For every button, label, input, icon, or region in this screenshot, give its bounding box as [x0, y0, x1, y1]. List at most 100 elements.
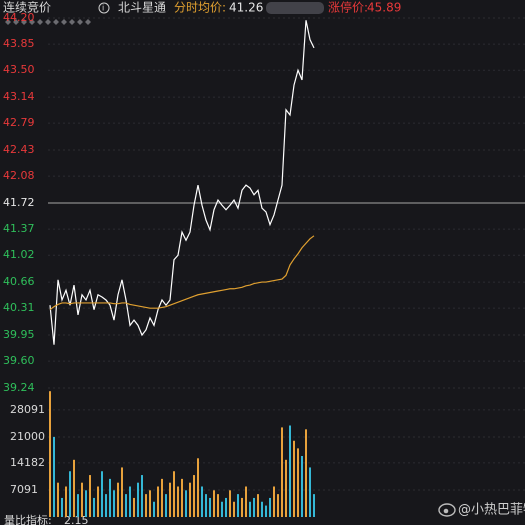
diamond — [21, 19, 27, 25]
diamond — [69, 19, 75, 25]
diamond — [37, 19, 43, 25]
volume-bar — [121, 467, 123, 517]
volume-bar — [53, 436, 55, 517]
volume-bar — [181, 478, 183, 517]
volume-bar — [269, 497, 271, 517]
indicator-label: 量比指标: — [4, 513, 52, 525]
volume-bar — [249, 501, 251, 517]
volume-bar — [309, 467, 311, 517]
volume-bar — [137, 482, 139, 517]
y-tick-label: 14182 — [10, 456, 45, 469]
y-tick-label: 39.24 — [3, 381, 35, 394]
volume-bar — [313, 494, 315, 517]
y-tick-label: 42.43 — [3, 143, 35, 156]
volume-bar — [97, 486, 99, 517]
diamond — [13, 19, 19, 25]
volume-bar — [129, 486, 131, 517]
volume-bar — [101, 471, 103, 517]
volume-bar — [277, 494, 279, 517]
volume-bar — [197, 458, 199, 517]
volume-bar — [241, 497, 243, 517]
volume-bar — [133, 497, 135, 517]
volume-bar — [125, 494, 127, 517]
diamond — [45, 19, 51, 25]
volume-bar — [145, 494, 147, 517]
watermark-icon — [438, 503, 456, 517]
decor — [5, 19, 91, 25]
volume-bar — [173, 471, 175, 517]
volume-bar — [297, 448, 299, 517]
volume-bar — [117, 482, 119, 517]
volume-bar — [161, 478, 163, 517]
volume-bar — [261, 501, 263, 517]
y-tick-label: 43.85 — [3, 37, 35, 50]
volume-bar — [213, 490, 215, 517]
volume-bar — [285, 459, 287, 517]
volume-bar — [89, 475, 91, 517]
volume-bar — [289, 425, 291, 517]
volume-bar — [245, 486, 247, 517]
volume-bar — [169, 482, 171, 517]
volume-bar — [189, 482, 191, 517]
y-tick-label: 39.60 — [3, 354, 35, 367]
y-tick-label: 40.31 — [3, 301, 35, 314]
volume-bar — [177, 486, 179, 517]
volume-bar — [165, 494, 167, 517]
volume-bar — [77, 494, 79, 517]
volume-bar — [205, 494, 207, 517]
volume-bar — [257, 494, 259, 517]
volume-bar — [57, 482, 59, 517]
volume-bar — [185, 490, 187, 517]
volume-bar — [149, 490, 151, 517]
volume-bar — [73, 459, 75, 517]
price-line — [49, 20, 315, 345]
y-tick-label: 40.66 — [3, 275, 35, 288]
volume-bar — [153, 501, 155, 517]
volume-bar — [105, 494, 107, 517]
volume-bar — [201, 486, 203, 517]
volume-bar — [293, 440, 295, 517]
diamond — [29, 19, 35, 25]
volume-bar — [113, 490, 115, 517]
info-i: i — [102, 4, 104, 13]
volume-bar — [93, 497, 95, 517]
y-tick-label: 43.14 — [3, 90, 35, 103]
y-tick-label: 7091 — [10, 483, 38, 496]
volume-bar — [85, 490, 87, 517]
y-tick-label: 41.37 — [3, 222, 35, 235]
y-tick-label: 28091 — [10, 403, 45, 416]
info-icon[interactable] — [98, 2, 110, 14]
volume-bar — [109, 478, 111, 517]
volume-bar — [209, 497, 211, 517]
volume-bar — [281, 427, 283, 517]
volume-bar — [65, 486, 67, 517]
avg-label: 均价: — [198, 1, 226, 15]
volume-bar — [305, 429, 307, 517]
mode[interactable]: 分时 — [174, 1, 198, 15]
stock-name: 北斗星通 — [118, 1, 166, 15]
y-tick-label: 41.02 — [3, 248, 35, 261]
volume-bar — [273, 486, 275, 517]
diamond — [5, 19, 11, 25]
y-tick-label: 21000 — [10, 430, 45, 443]
status: 连续竞价 — [3, 0, 51, 15]
volume-bar — [81, 482, 83, 517]
y-tick-label: 44.20 — [3, 11, 35, 24]
watermark: @小热巴菲特 — [458, 503, 525, 518]
volume-bar — [69, 471, 71, 517]
volume-bar — [237, 494, 239, 517]
volume-bar — [233, 501, 235, 517]
volume-bar — [225, 497, 227, 517]
diamond — [85, 19, 91, 25]
limit-label: 涨停价: — [328, 0, 368, 15]
volume-bar — [221, 501, 223, 517]
volume-bar — [229, 490, 231, 517]
diamond — [61, 19, 67, 25]
y-tick-label: 42.79 — [3, 116, 35, 129]
volume-bar — [61, 497, 63, 517]
volume-bar — [193, 475, 195, 517]
indicator-value: 2.15 — [64, 514, 89, 525]
diamond — [53, 19, 59, 25]
